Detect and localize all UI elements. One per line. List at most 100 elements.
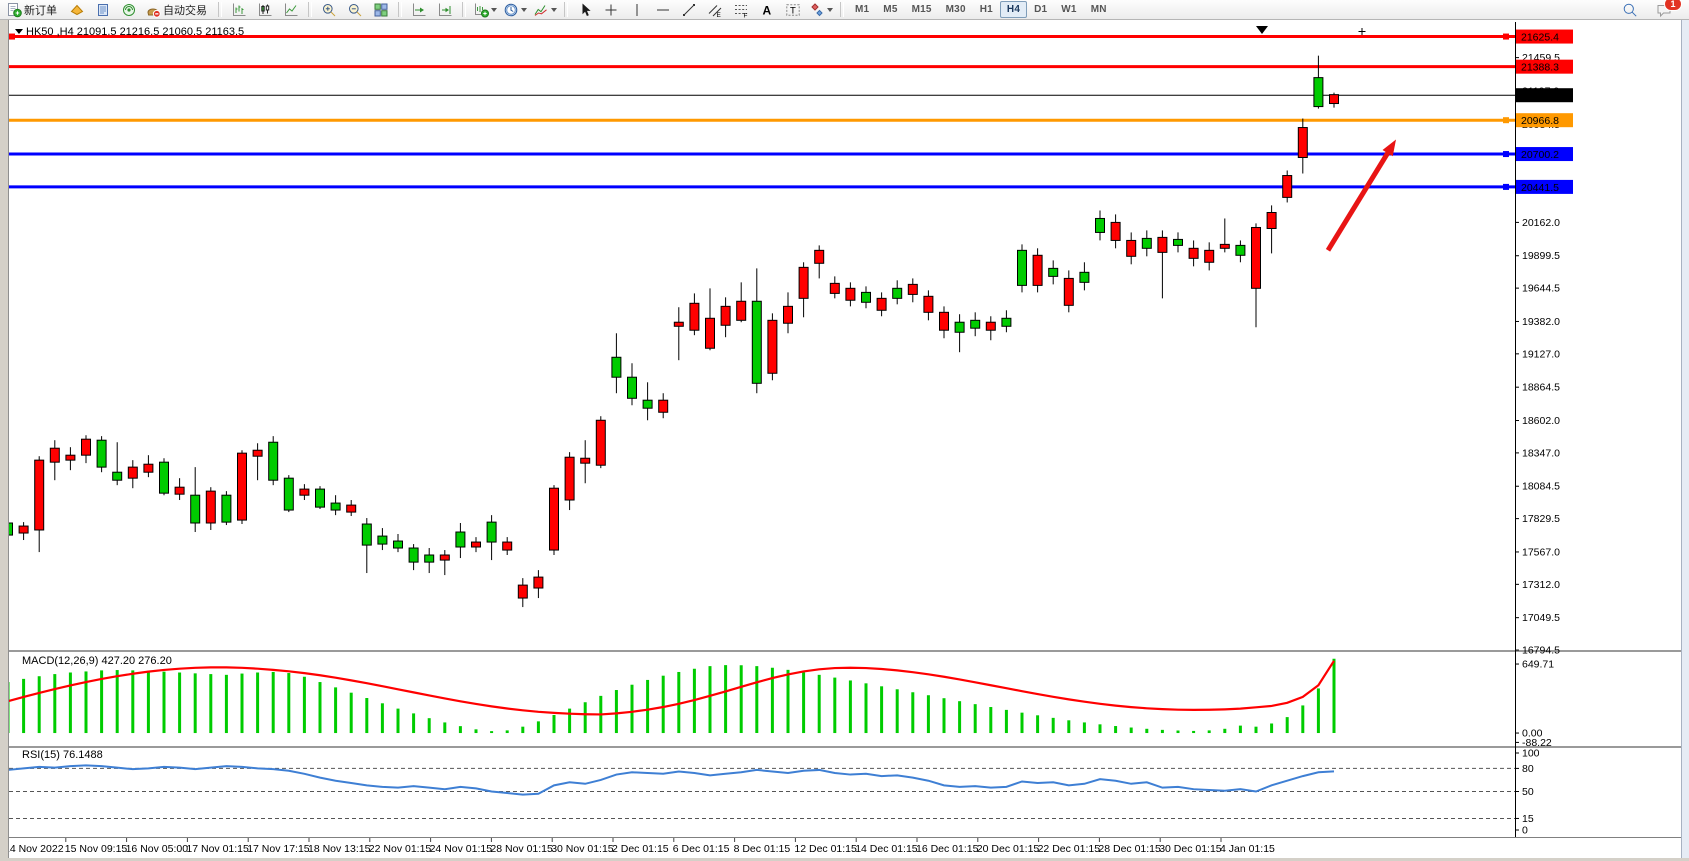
timeframe-button-M15[interactable]: M15 (911, 4, 932, 15)
candle-body (642, 399, 653, 409)
pane-separator (0, 746, 1681, 748)
candle-body (159, 461, 169, 494)
candle-body (595, 419, 606, 466)
candle-body (1032, 254, 1043, 286)
timeframe-button-H4[interactable]: H4 (999, 1, 1028, 18)
price-axis-tick: 19382.0 (1522, 316, 1560, 328)
auto-scroll-button[interactable] (432, 0, 458, 20)
candle-body (1313, 77, 1324, 108)
timeframe-button-W1[interactable]: W1 (1061, 4, 1077, 15)
navigator-button[interactable] (116, 0, 142, 20)
candle-body (9, 522, 13, 536)
auto-scroll-icon (439, 3, 452, 16)
candle-body (112, 471, 123, 481)
hline-price-label-bg (1516, 113, 1573, 128)
time-axis-label: 20 Dec 01:15 (977, 843, 1040, 855)
cursor-tool-button[interactable] (572, 0, 598, 20)
fibonacci-tool-button[interactable]: F (728, 0, 754, 20)
zoom-in-button[interactable] (316, 0, 342, 20)
hline-price-label: 21625.4 (1521, 32, 1559, 44)
time-axis-label: 30 Nov 01:15 (551, 843, 614, 855)
rsi-axis-tick: 80 (1522, 763, 1534, 775)
timeframe-button-MN[interactable]: MN (1090, 4, 1107, 15)
candle-body (1297, 127, 1308, 159)
data-window-button[interactable] (90, 0, 116, 20)
candle-body (315, 488, 325, 508)
text-icon: A (763, 3, 772, 17)
object-anchor-marker (1256, 26, 1268, 34)
tile-windows-button[interactable] (368, 0, 394, 20)
price-axis-tick: 16794.5 (1522, 645, 1560, 657)
notifications-button[interactable]: 1 (1651, 0, 1682, 20)
new-chart-button[interactable] (470, 0, 500, 20)
text-label-icon: T (786, 3, 800, 16)
market-watch-button[interactable] (64, 0, 90, 20)
candle-body (1173, 238, 1183, 246)
timeframe-button-D1[interactable]: D1 (1034, 4, 1048, 15)
time-axis-label: 8 Dec 01:15 (734, 843, 791, 855)
timeframe-button-M30[interactable]: M30 (945, 4, 966, 15)
toolbar: 新订单 自动交易 (0, 0, 1689, 20)
macd-signal-line (7, 660, 1335, 716)
notification-badge: 1 (1664, 0, 1682, 11)
macd-indicator-label: MACD(12,26,9) 427.20 276.20 (22, 655, 172, 667)
timeframe-button-H1[interactable]: H1 (979, 4, 993, 15)
time-axis-label: 12 Dec 01:15 (794, 843, 857, 855)
hline-price-label-bg (1516, 59, 1573, 74)
trend-arrow-line[interactable] (1325, 144, 1394, 252)
rsi-line (7, 764, 1335, 796)
new-chart-icon (475, 3, 489, 17)
time-axis-label: 18 Nov 13:15 (308, 843, 371, 855)
candle-body (845, 287, 856, 301)
symbol-dropdown-marker[interactable] (15, 29, 23, 34)
profiles-button[interactable] (500, 0, 530, 20)
zoom-in-icon (323, 3, 336, 16)
trendline-tool-button[interactable] (676, 0, 702, 20)
candle-body (268, 441, 279, 481)
tile-windows-icon (374, 3, 388, 16)
candle-body (361, 523, 372, 546)
horizontal-line-tool-button[interactable] (650, 0, 676, 20)
equidistant-channel-icon: E (708, 4, 722, 18)
candle-body (767, 319, 778, 374)
svg-text:E: E (717, 12, 722, 18)
hline-price-label-bg (1516, 179, 1573, 194)
time-axis-label: 16 Dec 01:15 (916, 843, 979, 855)
text-tool-button[interactable]: A (754, 0, 780, 20)
candle-body (1110, 221, 1121, 241)
candle-body (1063, 277, 1074, 306)
arrows-tool-button[interactable] (806, 0, 836, 20)
vertical-line-tool-button[interactable] (624, 0, 650, 20)
chart-background (0, 21, 1681, 858)
new-order-button[interactable]: 新订单 (3, 0, 64, 20)
price-axis-tick: 17312.0 (1522, 579, 1560, 591)
indicators-button[interactable] (530, 0, 560, 20)
autotrading-label: 自动交易 (163, 4, 207, 17)
autotrading-button[interactable]: 自动交易 (142, 0, 214, 20)
price-axis-tick: 19644.5 (1522, 283, 1560, 295)
candlestick-mode-button[interactable] (252, 0, 278, 20)
line-chart-mode-button[interactable] (278, 0, 304, 20)
crosshair-tool-button[interactable] (598, 0, 624, 20)
text-label-tool-button[interactable]: T (780, 0, 806, 20)
candle-body (34, 459, 45, 531)
trend-arrow-head[interactable] (1382, 139, 1396, 157)
timeframe-button-M1[interactable]: M1 (855, 4, 870, 15)
time-axis-label: 22 Dec 01:15 (1038, 843, 1101, 855)
cursor-icon (582, 3, 591, 16)
dropdown-caret-icon (491, 7, 497, 12)
timeframe-button-M5[interactable]: M5 (883, 4, 898, 15)
price-axis-tick: 18864.5 (1522, 382, 1560, 394)
hline-price-label: 21163.5 (1521, 90, 1558, 102)
bar-chart-mode-button[interactable] (226, 0, 252, 20)
indicators-icon (534, 4, 547, 16)
window-frame-bottom (0, 858, 1689, 861)
search-button[interactable] (1617, 0, 1643, 20)
channel-tool-button[interactable]: E (702, 0, 728, 20)
candle-body (1048, 267, 1059, 277)
chart-shift-button[interactable] (406, 0, 432, 20)
candle-body (783, 305, 793, 324)
candle-body (455, 531, 466, 548)
zoom-out-button[interactable] (342, 0, 368, 20)
horizontal-line-icon (657, 9, 669, 10)
